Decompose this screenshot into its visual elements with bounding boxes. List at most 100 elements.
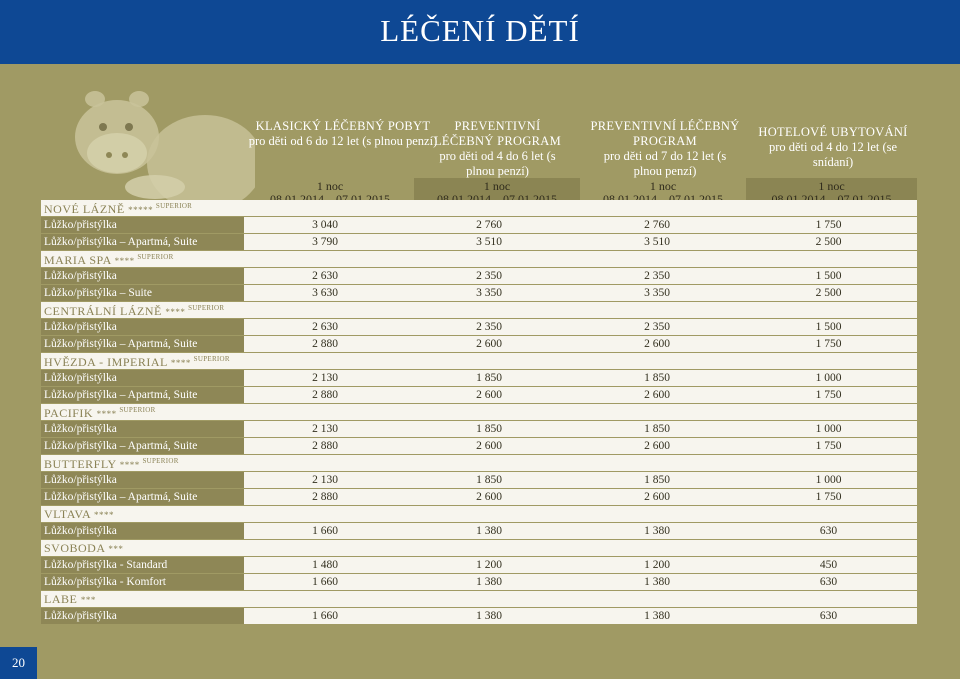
hotel-stars: *** [80,594,96,605]
room-type-label: Lůžko/přistýlka [41,319,244,335]
price-cell: 1 380 [476,610,502,622]
hotel-name: LABE *** [41,591,96,608]
price-cell: 2 880 [312,440,338,452]
hotel-title: CENTRÁLNÍ LÁZNĚ [44,304,166,318]
hotel-header-row: SVOBODA *** [41,540,917,557]
hotel-stars: **** [170,358,194,368]
price-cell: 2 760 [476,219,502,231]
nights-label: 1 noc [316,179,344,193]
nights-label: 1 noc [818,179,845,193]
table-row: Lůžko/přistýlka 2 130 1 850 1 850 1 000 [41,370,917,387]
price-cell: 2 350 [476,321,502,333]
price-cell: 1 380 [476,576,502,588]
column-subtitle: pro děti od 4 do 12 let (se snídaní) [768,140,898,169]
table-row: Lůžko/přistýlka – Apartmá, Suite 2 880 2 6… [41,387,917,404]
table-row: Lůžko/přistýlka - Komfort 1 660 1 380 1 380… [41,574,917,591]
price-cell: 2 500 [815,236,842,248]
hotel-category: SUPERIOR [142,457,179,465]
column-title: PREVENTIVNÍ LÉČEBNÝ PROGRAM [433,119,562,148]
room-type-label: Lůžko/přistýlka – Apartmá, Suite [41,234,244,250]
room-type-label: Lůžko/přistýlka [41,268,244,284]
hotel-header-row: PACIFIK **** SUPERIOR [41,404,917,421]
table-row: Lůžko/přistýlka 3 040 2 760 2 760 1 750 [41,217,917,234]
room-type-label: Lůžko/přistýlka [41,217,244,233]
hotel-header-row: HVĚZDA - IMPERIAL **** SUPERIOR [41,353,917,370]
price-cell: 2 500 [815,287,842,299]
price-cell: 3 630 [312,287,338,299]
price-cell: 1 850 [476,474,502,486]
hotel-stars: *** [108,543,124,554]
price-cell: 1 850 [476,423,502,435]
hotel-stars: **** [94,509,115,520]
price-cell: 2 600 [644,440,670,452]
hotel-stars: ***** [128,205,156,215]
price-cell: 3 040 [312,219,338,231]
price-cell: 1 750 [815,338,842,350]
hotel-category: SUPERIOR [188,304,225,312]
table-row: Lůžko/přistýlka 2 130 1 850 1 850 1 000 [41,472,917,489]
price-cell: 1 750 [815,389,842,401]
room-type-label: Lůžko/přistýlka – Apartmá, Suite [41,489,244,505]
hotel-header-row: LABE *** [41,591,917,608]
room-type-label: Lůžko/přistýlka – Suite [41,285,244,301]
price-cell: 2 350 [644,321,670,333]
price-cell: 2 880 [312,491,338,503]
column-title: KLASICKÝ LÉČEBNÝ POBYT [255,119,431,133]
hotel-name: HVĚZDA - IMPERIAL **** SUPERIOR [41,351,230,371]
price-cell: 2 630 [312,270,338,282]
hotel-title: MARIA SPA [44,253,115,267]
price-cell: 1 000 [815,372,842,384]
price-cell: 3 350 [476,287,502,299]
title-banner: LÉČENÍ DĚTÍ [0,0,960,64]
price-cell: 2 130 [312,372,338,384]
hotel-header-row: VLTAVA **** [41,506,917,523]
price-cell: 2 350 [476,270,502,282]
hotel-title: NOVÉ LÁZNĚ [44,202,129,216]
price-cell: 3 350 [644,287,670,299]
column-header-3: PREVENTIVNÍ LÉČEBNÝ PROGRAM pro děti od … [590,119,740,179]
table-row: Lůžko/přistýlka - Standard 1 480 1 200 1 20… [41,557,917,574]
column-header-4: HOTELOVÉ UBYTOVÁNÍ pro děti od 4 do 12 l… [758,125,908,170]
hotel-stars: **** [114,256,138,266]
table-row: Lůžko/přistýlka – Apartmá, Suite 2 880 2 6… [41,489,917,506]
price-cell: 630 [819,610,838,622]
table-row: Lůžko/přistýlka – Apartmá, Suite 2 880 2 6… [41,438,917,455]
price-cell: 2 600 [476,338,502,350]
table-row: Lůžko/přistýlka 2 630 2 350 2 350 1 500 [41,268,917,285]
price-cell: 2 630 [312,321,338,333]
price-cell: 1 200 [644,559,670,571]
price-cell: 630 [819,576,838,588]
room-type-label: Lůžko/přistýlka [41,523,244,539]
hotel-stars: **** [165,307,189,317]
column-subtitle: pro děti od 6 do 12 let (s plnou penzí) [248,134,438,148]
room-type-label: Lůžko/přistýlka - Komfort [41,574,244,590]
room-type-label: Lůžko/přistýlka [41,608,244,624]
price-cell: 2 130 [312,423,338,435]
price-cell: 2 350 [644,270,670,282]
hotel-title: LABE [44,591,81,606]
price-cell: 2 600 [644,338,670,350]
column-title: HOTELOVÉ UBYTOVÁNÍ [758,125,908,139]
price-cell: 1 200 [476,559,502,571]
price-cell: 2 880 [312,338,338,350]
price-cell: 3 790 [312,236,338,248]
table-row: Lůžko/přistýlka – Apartmá, Suite 3 790 3 5… [41,234,917,251]
price-cell: 1 850 [644,423,670,435]
price-cell: 1 750 [815,440,842,452]
nights-label: 1 noc [649,179,677,193]
table-row: Lůžko/přistýlka – Apartmá, Suite 2 880 2 6… [41,336,917,353]
hotel-header-row: CENTRÁLNÍ LÁZNĚ **** SUPERIOR [41,302,917,319]
price-table: NOVÉ LÁZNĚ ***** SUPERIOR Lůžko/přistýlka… [41,200,917,625]
price-cell: 2 600 [644,389,670,401]
price-cell: 1 850 [476,372,502,384]
price-cell: 3 510 [476,236,502,248]
price-cell: 2 760 [644,219,670,231]
hotel-title: PACIFIK [44,406,97,420]
price-cell: 1 750 [815,491,842,503]
hippo-mascot-icon [75,91,255,211]
price-cell: 2 130 [312,474,338,486]
price-cell: 1 660 [312,610,338,622]
price-cell: 630 [819,525,838,537]
table-row: Lůžko/přistýlka 1 660 1 380 1 380 630 [41,523,917,540]
price-cell: 1 500 [815,270,842,282]
